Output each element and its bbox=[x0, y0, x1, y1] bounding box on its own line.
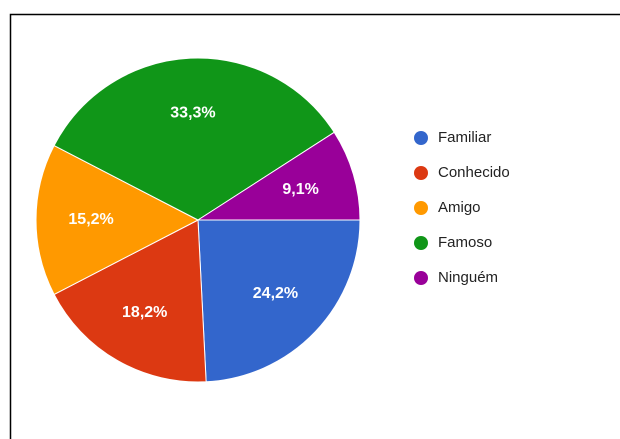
legend-label: Ninguém bbox=[438, 269, 498, 286]
frame bbox=[9, 13, 620, 439]
legend-label: Conhecido bbox=[438, 164, 510, 181]
legend-label: Famoso bbox=[438, 234, 492, 251]
legend-marker bbox=[414, 236, 428, 250]
data-label: 33,3% bbox=[170, 104, 215, 121]
data-label: 15,2% bbox=[68, 211, 113, 228]
pie-slice bbox=[53, 219, 207, 383]
legend-marker bbox=[414, 131, 428, 145]
pie-slice bbox=[196, 131, 361, 221]
data-label: 9,1% bbox=[282, 181, 318, 198]
legend-label: Amigo bbox=[438, 199, 481, 216]
pie-slice bbox=[197, 219, 361, 383]
pie-slice bbox=[35, 144, 200, 296]
legend-marker bbox=[414, 201, 428, 215]
legend-label: Familiar bbox=[438, 129, 491, 146]
legend-marker bbox=[414, 166, 428, 180]
legend-marker bbox=[414, 271, 428, 285]
data-label: 18,2% bbox=[122, 304, 167, 321]
data-label: 24,2% bbox=[253, 285, 298, 302]
pie-slice bbox=[53, 57, 335, 221]
